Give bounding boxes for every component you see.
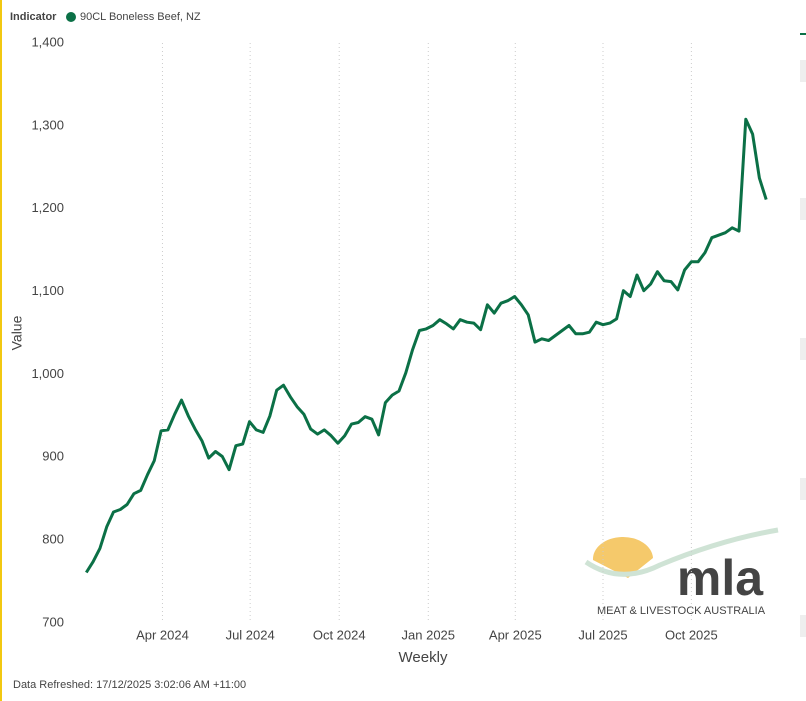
y-tick-label: 1,000 xyxy=(31,366,64,381)
logo-sun xyxy=(592,536,653,578)
x-tick-label: Jan 2025 xyxy=(402,627,456,642)
y-tick-label: 900 xyxy=(42,449,64,464)
y-tick-label: 1,400 xyxy=(31,34,64,49)
y-tick-label: 1,100 xyxy=(31,283,64,298)
y-tick-label: 1,300 xyxy=(31,117,64,132)
panel-box xyxy=(800,338,806,360)
logo-swoosh xyxy=(584,527,779,577)
mla-logo: mla MEAT & LIVESTOCK AUSTRALIA xyxy=(584,527,779,617)
x-tick-label: Apr 2024 xyxy=(136,627,189,642)
line xyxy=(85,117,768,574)
y-tick-label: 1,200 xyxy=(31,200,64,215)
panel-box xyxy=(800,198,806,220)
x-tick-label: Oct 2025 xyxy=(665,627,718,642)
y-axis-title: Value xyxy=(9,315,25,350)
x-tick-label: Oct 2024 xyxy=(313,627,366,642)
x-tick-label: Jul 2025 xyxy=(578,627,627,642)
x-tick-label: Jul 2024 xyxy=(226,627,275,642)
legend-marker xyxy=(66,12,76,22)
legend-title: Indicator xyxy=(10,11,57,23)
side-panel xyxy=(800,33,806,637)
x-tick-label: Apr 2025 xyxy=(489,627,542,642)
y-tick-label: 800 xyxy=(42,532,64,547)
footer: Data Refreshed: 17/12/2025 3:02:06 AM +1… xyxy=(13,679,246,691)
logo-tagline: MEAT & LIVESTOCK AUSTRALIA xyxy=(597,605,766,617)
panel-box xyxy=(800,60,806,82)
y-tick-label: 700 xyxy=(42,614,64,629)
x-axis-title: Weekly xyxy=(399,649,448,666)
focus-border xyxy=(0,0,2,701)
panel-box xyxy=(800,478,806,500)
legend-label: 90CL Boneless Beef, NZ xyxy=(80,11,201,23)
logo-text: mla xyxy=(677,550,764,606)
panel-box xyxy=(800,615,806,637)
